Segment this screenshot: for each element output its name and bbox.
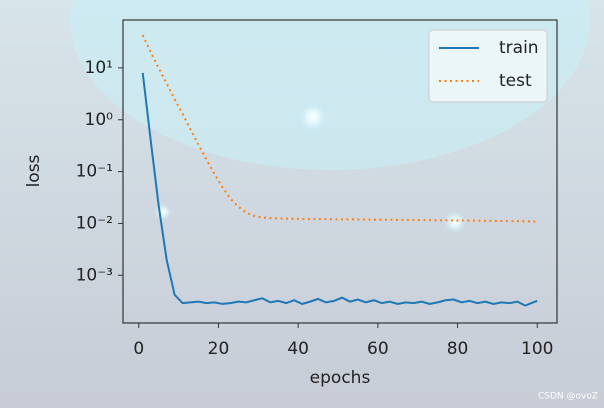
x-axis-label: epochs [310, 368, 371, 388]
x-tick-label: 100 [521, 339, 553, 359]
y-tick-label: 10¹ [85, 58, 113, 78]
y-axis-label: loss [24, 154, 44, 187]
x-tick-label: 80 [447, 339, 469, 359]
x-tick-label: 0 [133, 339, 144, 359]
x-tick-label: 40 [287, 339, 309, 359]
y-tick-label: 10⁰ [85, 110, 114, 130]
y-tick-label: 10⁻² [76, 213, 113, 233]
y-tick-label: 10⁻³ [76, 265, 113, 285]
line-test [141, 34, 538, 223]
legend-label: train [499, 38, 539, 58]
legend-label: test [499, 71, 532, 91]
decor-light [443, 210, 467, 234]
x-tick-label: 20 [208, 339, 230, 359]
decor-light [154, 203, 172, 221]
y-tick-label: 10⁻¹ [76, 162, 113, 182]
decor-light [297, 101, 329, 133]
line-train [141, 72, 538, 307]
watermark: CSDN @ovoZ [538, 392, 598, 402]
x-tick-label: 60 [367, 339, 389, 359]
